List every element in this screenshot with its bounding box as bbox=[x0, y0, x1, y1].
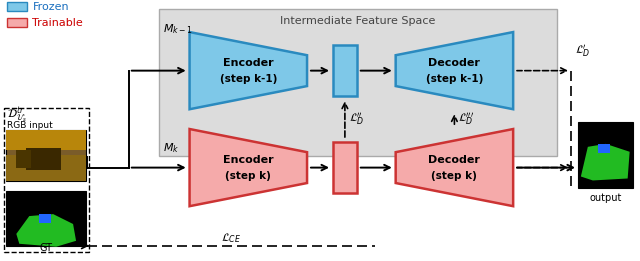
Bar bbox=[6, 155, 86, 181]
Text: $\mathcal{L}_{CE}$: $\mathcal{L}_{CE}$ bbox=[221, 231, 241, 245]
Text: $\mathcal{D}_{\mathcal{U}_s}^{tr}$: $\mathcal{D}_{\mathcal{U}_s}^{tr}$ bbox=[8, 105, 28, 125]
Polygon shape bbox=[396, 32, 513, 109]
FancyBboxPatch shape bbox=[6, 191, 86, 246]
Polygon shape bbox=[189, 32, 307, 109]
Polygon shape bbox=[17, 214, 76, 247]
Text: GT: GT bbox=[40, 243, 52, 253]
FancyBboxPatch shape bbox=[4, 108, 89, 252]
Text: (step k): (step k) bbox=[431, 170, 477, 181]
FancyBboxPatch shape bbox=[578, 122, 632, 188]
FancyBboxPatch shape bbox=[333, 45, 357, 96]
FancyBboxPatch shape bbox=[333, 142, 357, 193]
Text: Decoder: Decoder bbox=[428, 155, 481, 165]
Bar bbox=[17, 150, 31, 168]
Bar bbox=[26, 148, 61, 170]
Polygon shape bbox=[581, 144, 630, 180]
Text: output: output bbox=[589, 193, 621, 203]
Text: Decoder: Decoder bbox=[428, 58, 481, 68]
Text: $\mathcal{L}_D''$: $\mathcal{L}_D''$ bbox=[349, 111, 364, 127]
Bar bbox=[598, 144, 610, 153]
Text: RGB input: RGB input bbox=[8, 121, 53, 129]
Text: $M_k$: $M_k$ bbox=[163, 141, 179, 155]
Text: (step k-1): (step k-1) bbox=[220, 74, 277, 84]
Text: $\mathcal{L}_D'''$: $\mathcal{L}_D'''$ bbox=[458, 111, 474, 127]
Polygon shape bbox=[396, 129, 513, 206]
Bar bbox=[39, 214, 51, 223]
Text: $\mathcal{L}_D'$: $\mathcal{L}_D'$ bbox=[575, 43, 590, 59]
FancyBboxPatch shape bbox=[6, 130, 86, 181]
FancyBboxPatch shape bbox=[159, 9, 557, 156]
Text: Intermediate Feature Space: Intermediate Feature Space bbox=[280, 16, 436, 26]
Legend: Frozen, Trainable: Frozen, Trainable bbox=[7, 2, 83, 28]
Text: (step k-1): (step k-1) bbox=[426, 74, 483, 84]
Text: (step k): (step k) bbox=[225, 170, 271, 181]
Polygon shape bbox=[189, 129, 307, 206]
Text: Encoder: Encoder bbox=[223, 155, 274, 165]
Text: Encoder: Encoder bbox=[223, 58, 274, 68]
Text: $M_{k-1}$: $M_{k-1}$ bbox=[163, 22, 193, 36]
Bar bbox=[6, 130, 86, 150]
